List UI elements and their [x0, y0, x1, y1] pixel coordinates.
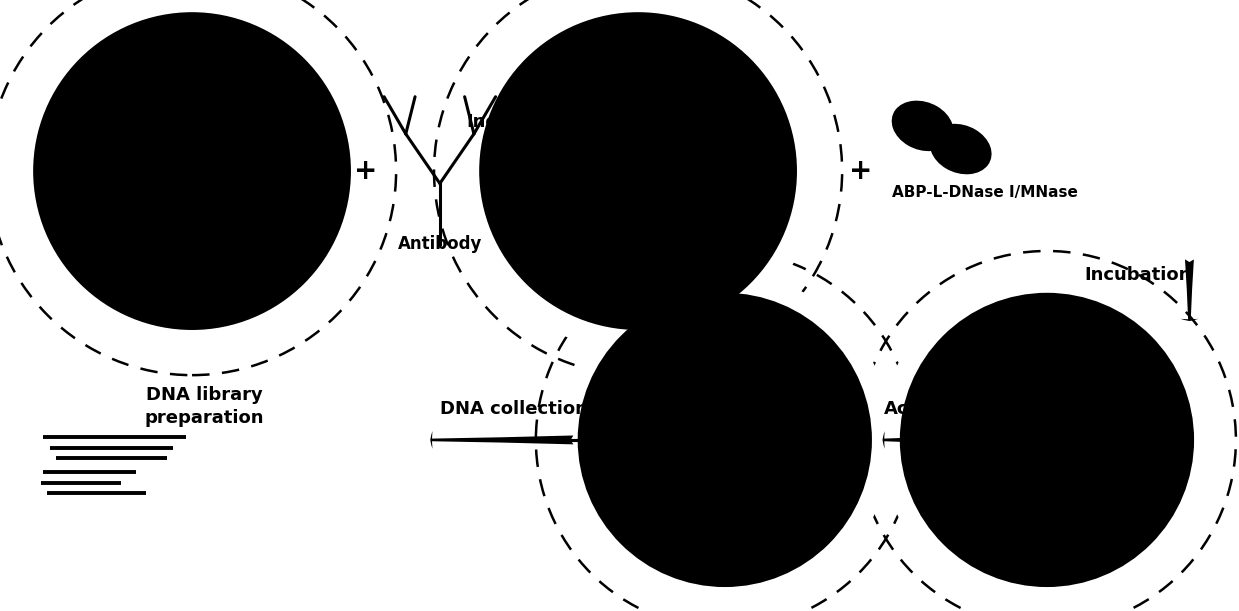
Ellipse shape [892, 101, 954, 151]
Ellipse shape [11, 0, 373, 352]
Ellipse shape [457, 0, 819, 352]
Text: Incubation: Incubation [467, 113, 574, 131]
Ellipse shape [929, 124, 991, 174]
Text: ABP-L-DNase I/MNase: ABP-L-DNase I/MNase [892, 185, 1078, 200]
Text: +: + [354, 157, 377, 185]
Ellipse shape [479, 12, 797, 330]
Ellipse shape [880, 273, 1214, 607]
Text: DNA collection: DNA collection [440, 400, 589, 419]
Text: Antibody: Antibody [398, 235, 482, 254]
Ellipse shape [577, 293, 872, 587]
Text: Activation: Activation [885, 400, 986, 419]
Ellipse shape [558, 273, 892, 607]
Ellipse shape [1053, 462, 1098, 497]
Text: Incubation: Incubation [1084, 266, 1192, 284]
Text: +: + [850, 157, 872, 185]
Text: DNA library
preparation: DNA library preparation [145, 386, 264, 427]
Ellipse shape [33, 12, 351, 330]
Ellipse shape [900, 293, 1194, 587]
